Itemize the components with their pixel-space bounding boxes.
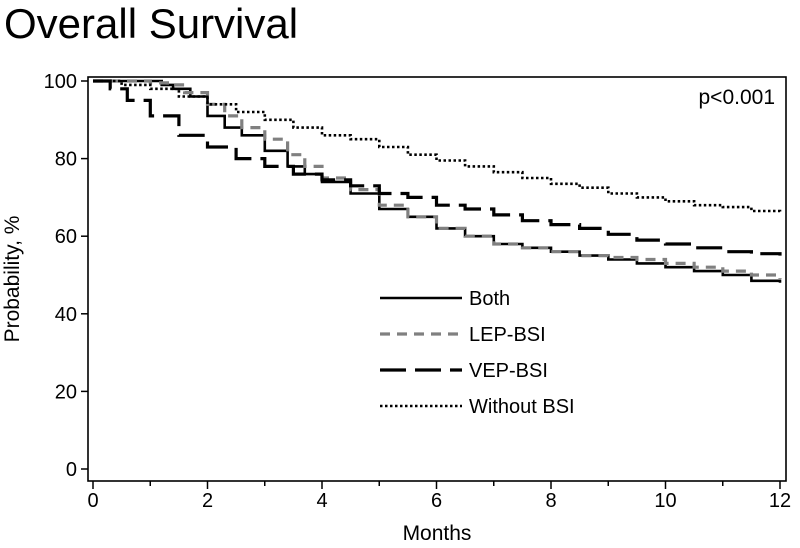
y-tick-label: 80 bbox=[55, 149, 77, 171]
p-value-annotation: p<0.001 bbox=[699, 86, 776, 109]
series-line-without-bsi bbox=[93, 79, 782, 213]
x-tick-label: 4 bbox=[316, 490, 327, 512]
x-tick-label: 12 bbox=[769, 490, 791, 512]
legend-label-both: Both bbox=[469, 288, 510, 310]
y-tick-label: 20 bbox=[55, 381, 77, 403]
x-axis-label: Months bbox=[403, 522, 472, 545]
chart-title: Overall Survival bbox=[4, 0, 299, 47]
plot-frame bbox=[87, 76, 787, 482]
x-tick-label: 6 bbox=[431, 490, 442, 512]
series-line-vep-bsi bbox=[93, 79, 782, 256]
legend: Both LEP-BSI VEP-BSI Without BSI bbox=[380, 288, 575, 418]
y-tick-label: 60 bbox=[55, 226, 77, 248]
y-tick-label: 40 bbox=[55, 304, 77, 326]
x-tick-label: 8 bbox=[545, 490, 556, 512]
x-tick-label: 2 bbox=[202, 490, 213, 512]
x-tick-label: 10 bbox=[654, 490, 676, 512]
y-axis-label: Probability, % bbox=[1, 216, 24, 343]
series-line-lep-bsi bbox=[93, 79, 782, 279]
legend-label-without-bsi: Without BSI bbox=[469, 396, 575, 418]
legend-label-lep-bsi: LEP-BSI bbox=[469, 324, 546, 346]
y-tick-label: 100 bbox=[44, 71, 77, 93]
y-tick-label: 0 bbox=[66, 459, 77, 481]
y-axis: 0 20 40 60 80 100 bbox=[44, 71, 88, 481]
series-line-both bbox=[93, 79, 782, 283]
series-layer bbox=[93, 79, 782, 283]
x-axis: 0 2 4 6 8 10 12 bbox=[87, 481, 791, 512]
legend-label-vep-bsi: VEP-BSI bbox=[469, 360, 548, 382]
x-tick-label: 0 bbox=[87, 490, 98, 512]
